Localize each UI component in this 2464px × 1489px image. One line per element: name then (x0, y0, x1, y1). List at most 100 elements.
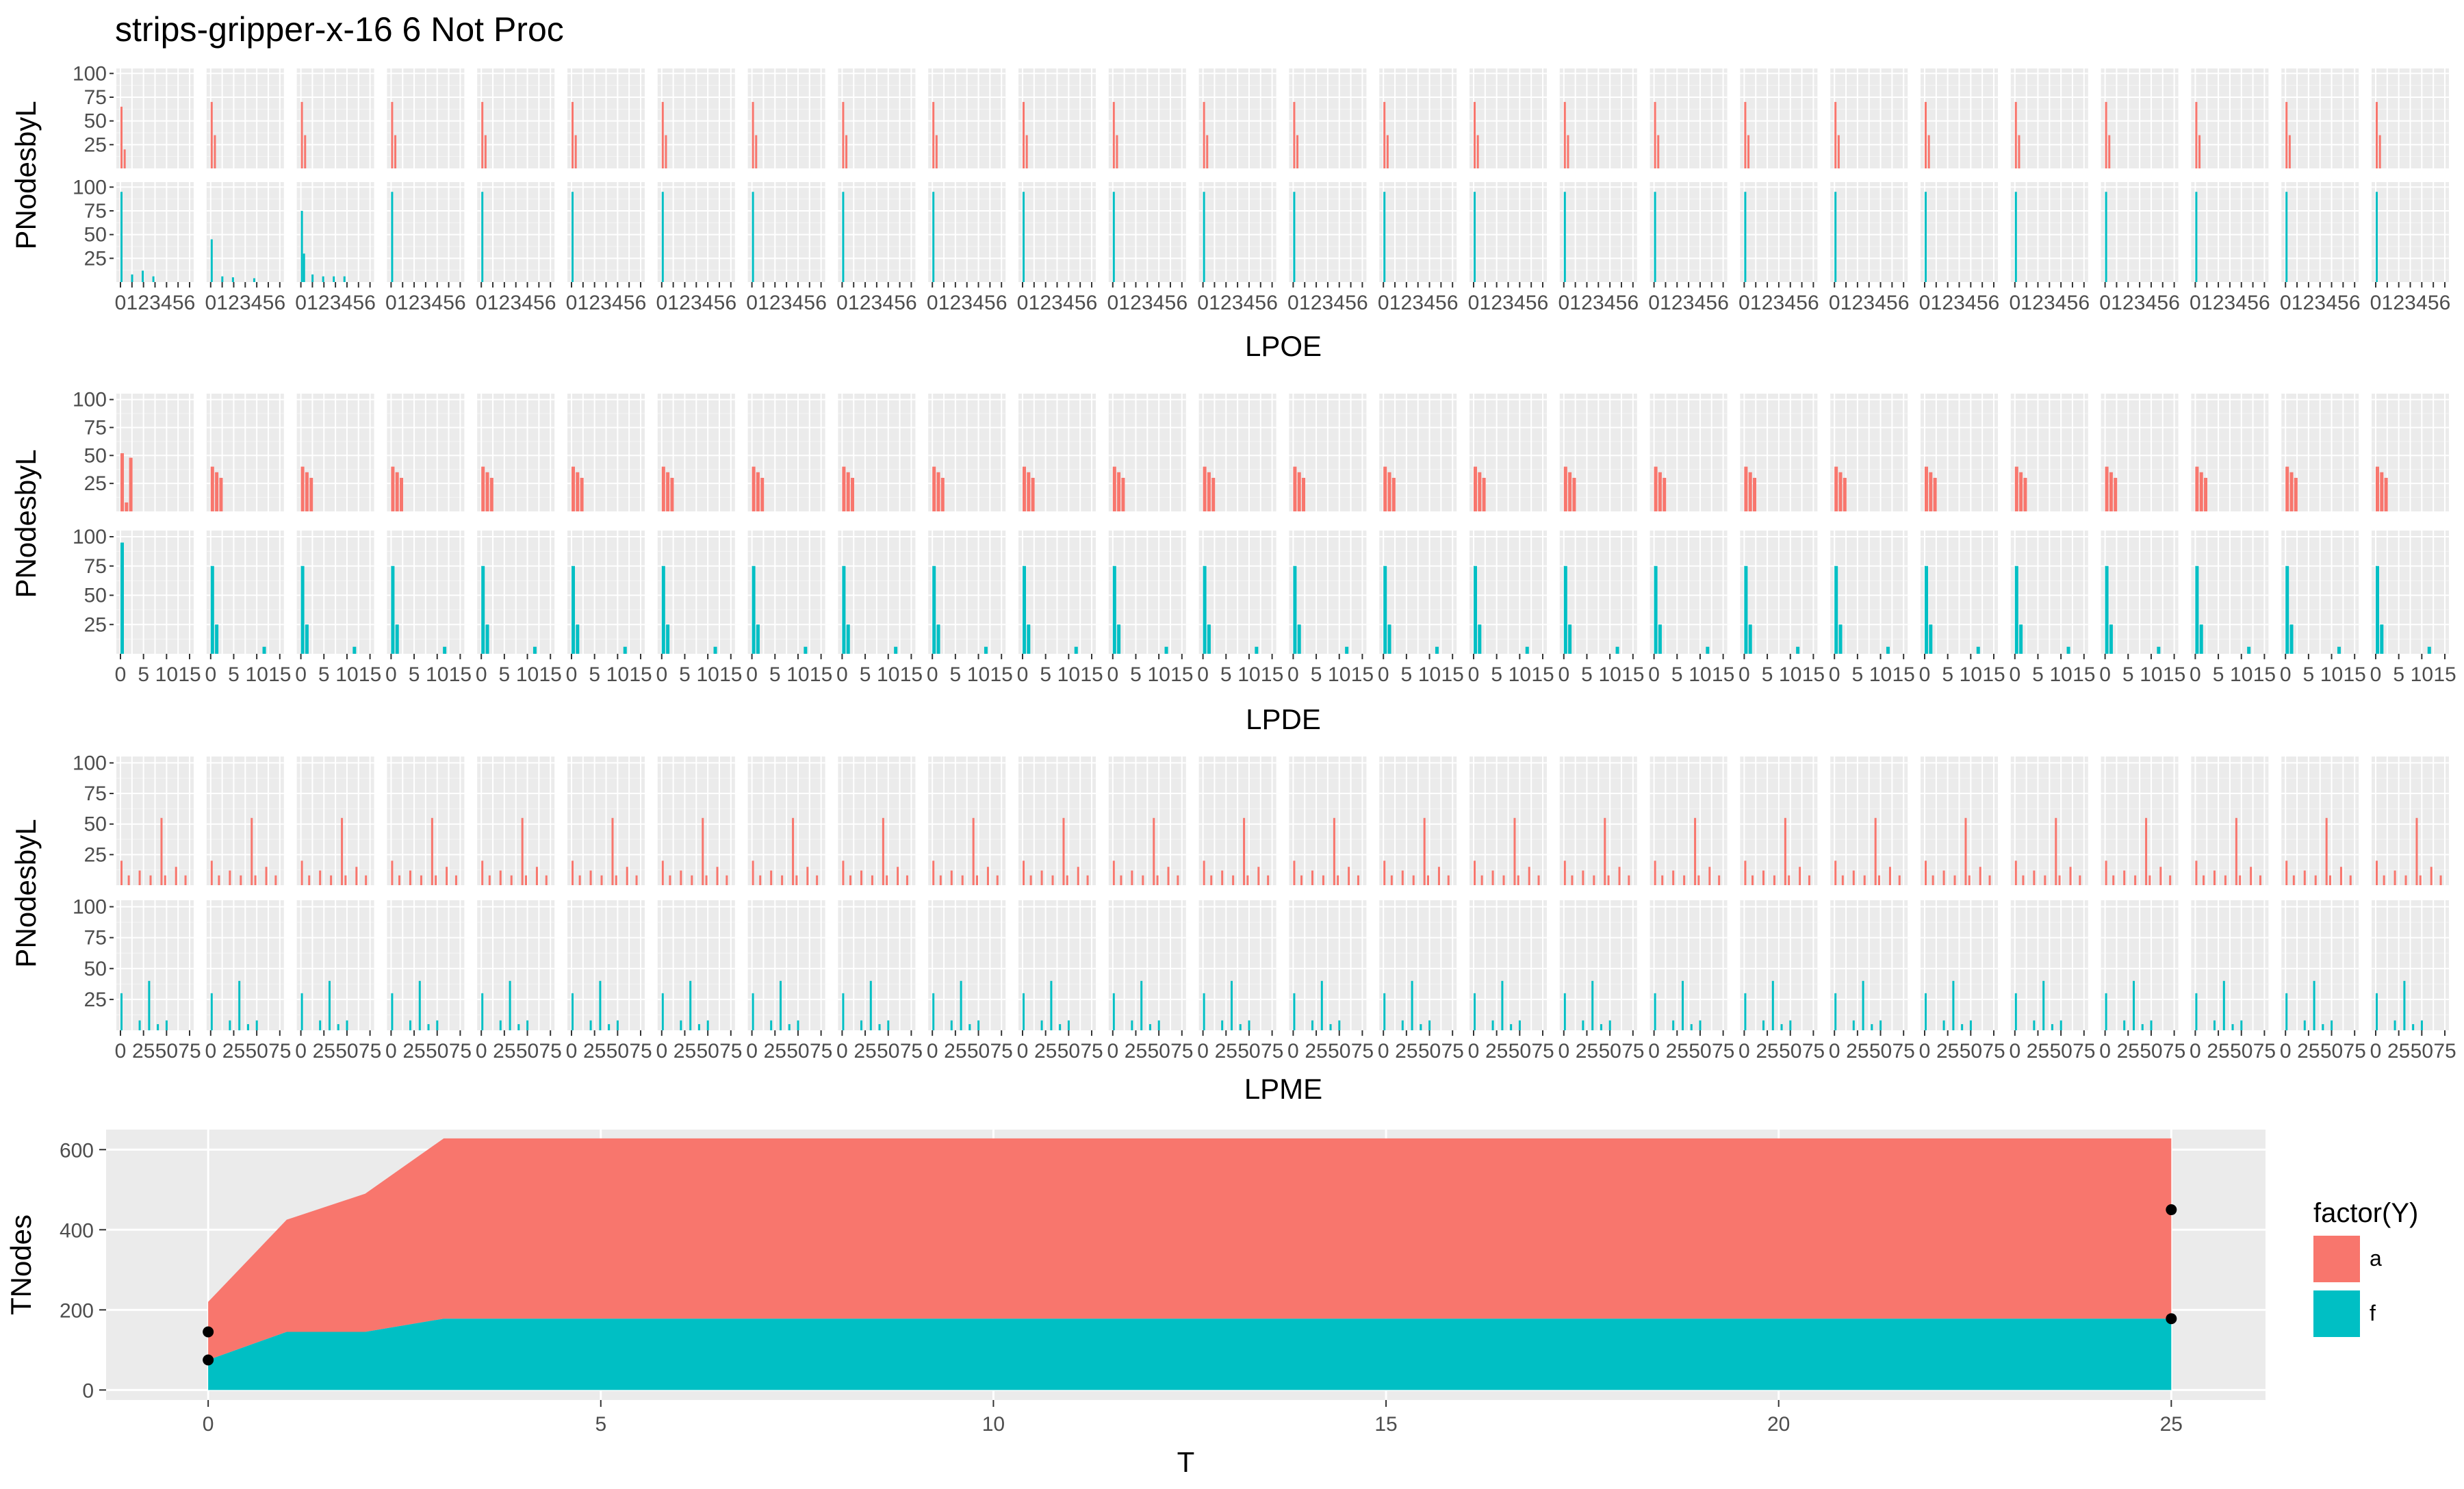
bar-a (1300, 875, 1303, 885)
bar-a (1401, 870, 1404, 885)
x-tick-label: 50 (606, 1040, 629, 1062)
x-tick-label: 1 (216, 292, 228, 314)
x-tick-label: 1 (758, 292, 769, 314)
bar-f (2337, 646, 2341, 654)
bar-f (2059, 1020, 2062, 1030)
x-tick-label: 25 (1305, 1040, 1327, 1062)
bar-f (2042, 980, 2045, 1030)
bar-a (1112, 101, 1115, 168)
bar-f (210, 239, 213, 282)
x-tick-label: 3 (149, 292, 161, 314)
bar-f (572, 192, 574, 282)
y-tick-label: 100 (73, 389, 107, 411)
bar-a (932, 101, 935, 168)
x-tick-label: 5 (409, 663, 420, 686)
bar-a (986, 867, 989, 885)
bar-a (1116, 135, 1118, 168)
bar-f (1311, 1020, 1313, 1030)
bar-a (1537, 875, 1540, 885)
x-tick-label: 6 (725, 292, 736, 314)
bar-f (526, 1020, 529, 1030)
bar-f (2066, 646, 2070, 654)
bar-a (240, 875, 242, 885)
bar-a (1333, 817, 1335, 885)
bar-f (152, 276, 155, 282)
bar-a (138, 870, 141, 885)
bar-a (2114, 477, 2118, 511)
bar-a (756, 472, 760, 511)
bar-a (1607, 875, 1610, 885)
x-axis-title: LPOE (1245, 330, 1322, 362)
x-tick-label: 0 (836, 1040, 848, 1062)
bar-f (1744, 192, 1747, 282)
bar-a (1694, 817, 1697, 885)
bar-f (1925, 993, 1927, 1030)
bar-a (1066, 875, 1068, 885)
x-tick-label: 0 (1648, 292, 1660, 314)
bar-a (932, 861, 935, 885)
bar-a (1834, 466, 1838, 511)
bar-a (1232, 875, 1235, 885)
bar-f (2199, 624, 2203, 654)
bar-a (251, 817, 253, 885)
bar-a (1243, 817, 1246, 885)
bar-a (127, 875, 130, 885)
y-tick-label: 100 (73, 526, 107, 548)
x-tick-label: 0 (1107, 292, 1118, 314)
bar-a (1718, 875, 1721, 885)
bar-a (1142, 875, 1144, 885)
x-tick-label: 5 (443, 292, 454, 314)
x-tick-label: 0 (566, 292, 578, 314)
x-tick-label: 25 (1936, 1040, 1959, 1062)
bar-a (521, 817, 524, 885)
bar-a (1426, 875, 1429, 885)
bar-f (2195, 565, 2199, 654)
bar-a (398, 875, 401, 885)
y-tick-label: 50 (84, 224, 107, 246)
bar-a (2195, 861, 2198, 885)
bar-f (2014, 192, 2017, 282)
bar-f (1563, 192, 1566, 282)
x-tick-label: 25 (2027, 1040, 2049, 1062)
bar-f (576, 624, 580, 654)
bar-f (2213, 1020, 2216, 1030)
x-tick-label: 6 (545, 292, 556, 314)
bar-f (894, 646, 898, 654)
x-tick-label: 5 (1581, 663, 1593, 686)
x-tick-label: 50 (696, 1040, 719, 1062)
x-tick-label: 0 (1558, 1040, 1569, 1062)
bar-f (481, 192, 484, 282)
bar-f (1293, 993, 1296, 1030)
bar-a (580, 477, 584, 511)
x-tick-label: 1 (2201, 292, 2213, 314)
x-tick-label: 0 (656, 663, 667, 686)
x-tick-label: 6 (815, 292, 827, 314)
bar-a (1808, 875, 1810, 885)
bar-f (2420, 1020, 2423, 1030)
x-tick-label: 6 (1266, 292, 1278, 314)
bar-f (1796, 646, 1800, 654)
bar-a (846, 472, 850, 511)
x-tick-label: 0 (2370, 663, 2382, 686)
bar-f (2303, 1020, 2306, 1030)
x-tick-label: 75 (268, 1040, 291, 1062)
x-tick-label: 10 (2230, 663, 2253, 686)
bar-a (1383, 101, 1386, 168)
bar-a (1387, 472, 1391, 511)
bar-a (391, 466, 395, 511)
x-tick-label: 2 (1311, 292, 1322, 314)
bar-f (1780, 1023, 1783, 1030)
bar-a (2199, 472, 2203, 511)
bar-a (1925, 101, 1927, 168)
bar-a (265, 867, 268, 885)
bar-a (1568, 472, 1572, 511)
bar-f (409, 1020, 411, 1030)
y-axis-title: PNodesbyL (10, 101, 42, 249)
bar-a (1474, 101, 1476, 168)
x-tick-label: 4 (1244, 292, 1255, 314)
x-tick-label: 0 (566, 1040, 578, 1062)
x-tick-label: 25 (1485, 1040, 1508, 1062)
bar-a (1476, 135, 1479, 168)
bar-a (2376, 466, 2379, 511)
bar-f (131, 274, 133, 282)
